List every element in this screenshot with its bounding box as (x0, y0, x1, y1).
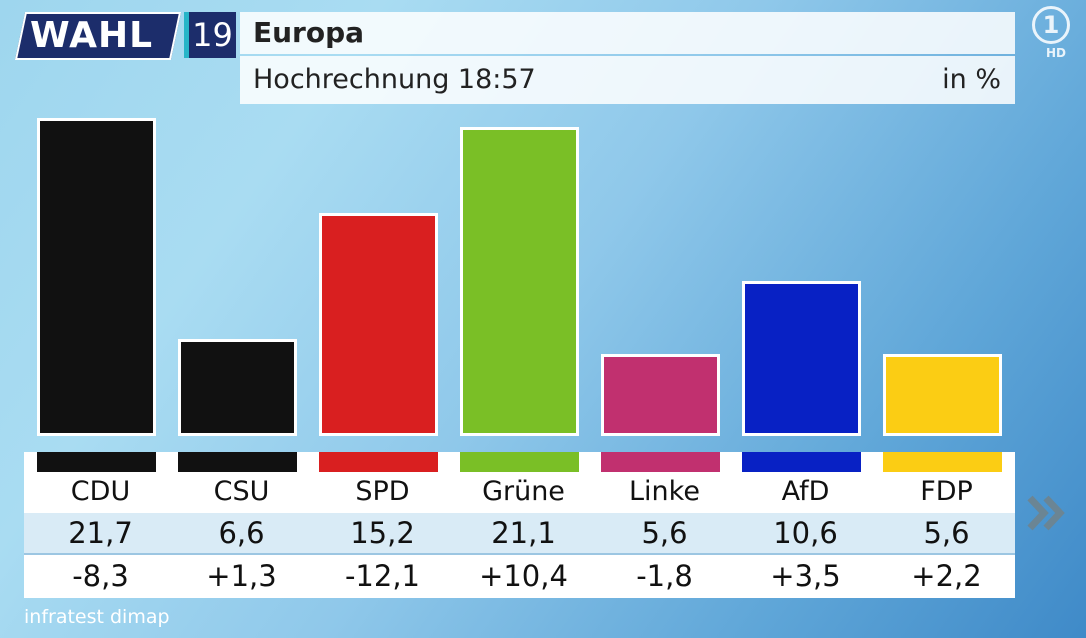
party-color-swatch (742, 452, 861, 472)
change-label: -1,8 (636, 559, 693, 593)
value-label: 15,2 (350, 516, 415, 550)
party-label: SPD (355, 476, 410, 507)
party-label: Linke (629, 476, 700, 507)
title-bar: Europa (240, 12, 1015, 54)
change-label: -8,3 (72, 559, 129, 593)
ard-1-logo-icon: 1 (1032, 6, 1070, 44)
party-label: CDU (70, 476, 131, 507)
bar-grüne (460, 127, 579, 436)
party-label: FDP (920, 476, 973, 507)
change-label: +1,3 (206, 559, 277, 593)
results-value-row-band (24, 513, 1015, 553)
party-color-swatch (37, 452, 156, 472)
subtitle-bar: Hochrechnung 18:57 in % (240, 56, 1015, 104)
party-color-swatch (319, 452, 438, 472)
party-color-swatch (178, 452, 297, 472)
value-label: 5,6 (923, 516, 970, 550)
page-title: Europa (253, 16, 365, 49)
source-label: infratest dimap (24, 606, 170, 628)
party-color-swatch (883, 452, 1002, 472)
bar-fdp (883, 354, 1002, 436)
party-color-swatch (601, 452, 720, 472)
change-label: -12,1 (344, 559, 421, 593)
bar-csu (178, 339, 297, 436)
bar-linke (601, 354, 720, 436)
double-chevron-right-icon[interactable] (1024, 490, 1070, 536)
value-label: 10,6 (773, 516, 838, 550)
bar-spd (319, 213, 438, 436)
bar-cdu (37, 118, 156, 436)
logo-text: WAHL (30, 15, 154, 56)
bar-chart (20, 104, 1016, 446)
value-label: 6,6 (218, 516, 265, 550)
value-label: 21,7 (68, 516, 133, 550)
results-divider (24, 553, 1015, 555)
change-label: +2,2 (911, 559, 982, 593)
hd-label: HD (1046, 46, 1067, 60)
change-label: +3,5 (770, 559, 841, 593)
change-label: +10,4 (479, 559, 568, 593)
projection-label: Hochrechnung 18:57 (253, 64, 536, 95)
value-label: 5,6 (641, 516, 688, 550)
party-label: CSU (213, 476, 270, 507)
logo-year: 19 (184, 12, 236, 58)
party-color-swatch (460, 452, 579, 472)
party-label: Grüne (482, 476, 565, 507)
party-label: AfD (781, 476, 830, 507)
bar-afd (742, 281, 861, 436)
unit-label: in % (942, 64, 1001, 95)
value-label: 21,1 (491, 516, 556, 550)
